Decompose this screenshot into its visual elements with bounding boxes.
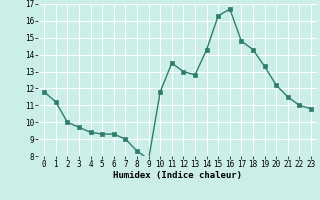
X-axis label: Humidex (Indice chaleur): Humidex (Indice chaleur) bbox=[113, 171, 242, 180]
